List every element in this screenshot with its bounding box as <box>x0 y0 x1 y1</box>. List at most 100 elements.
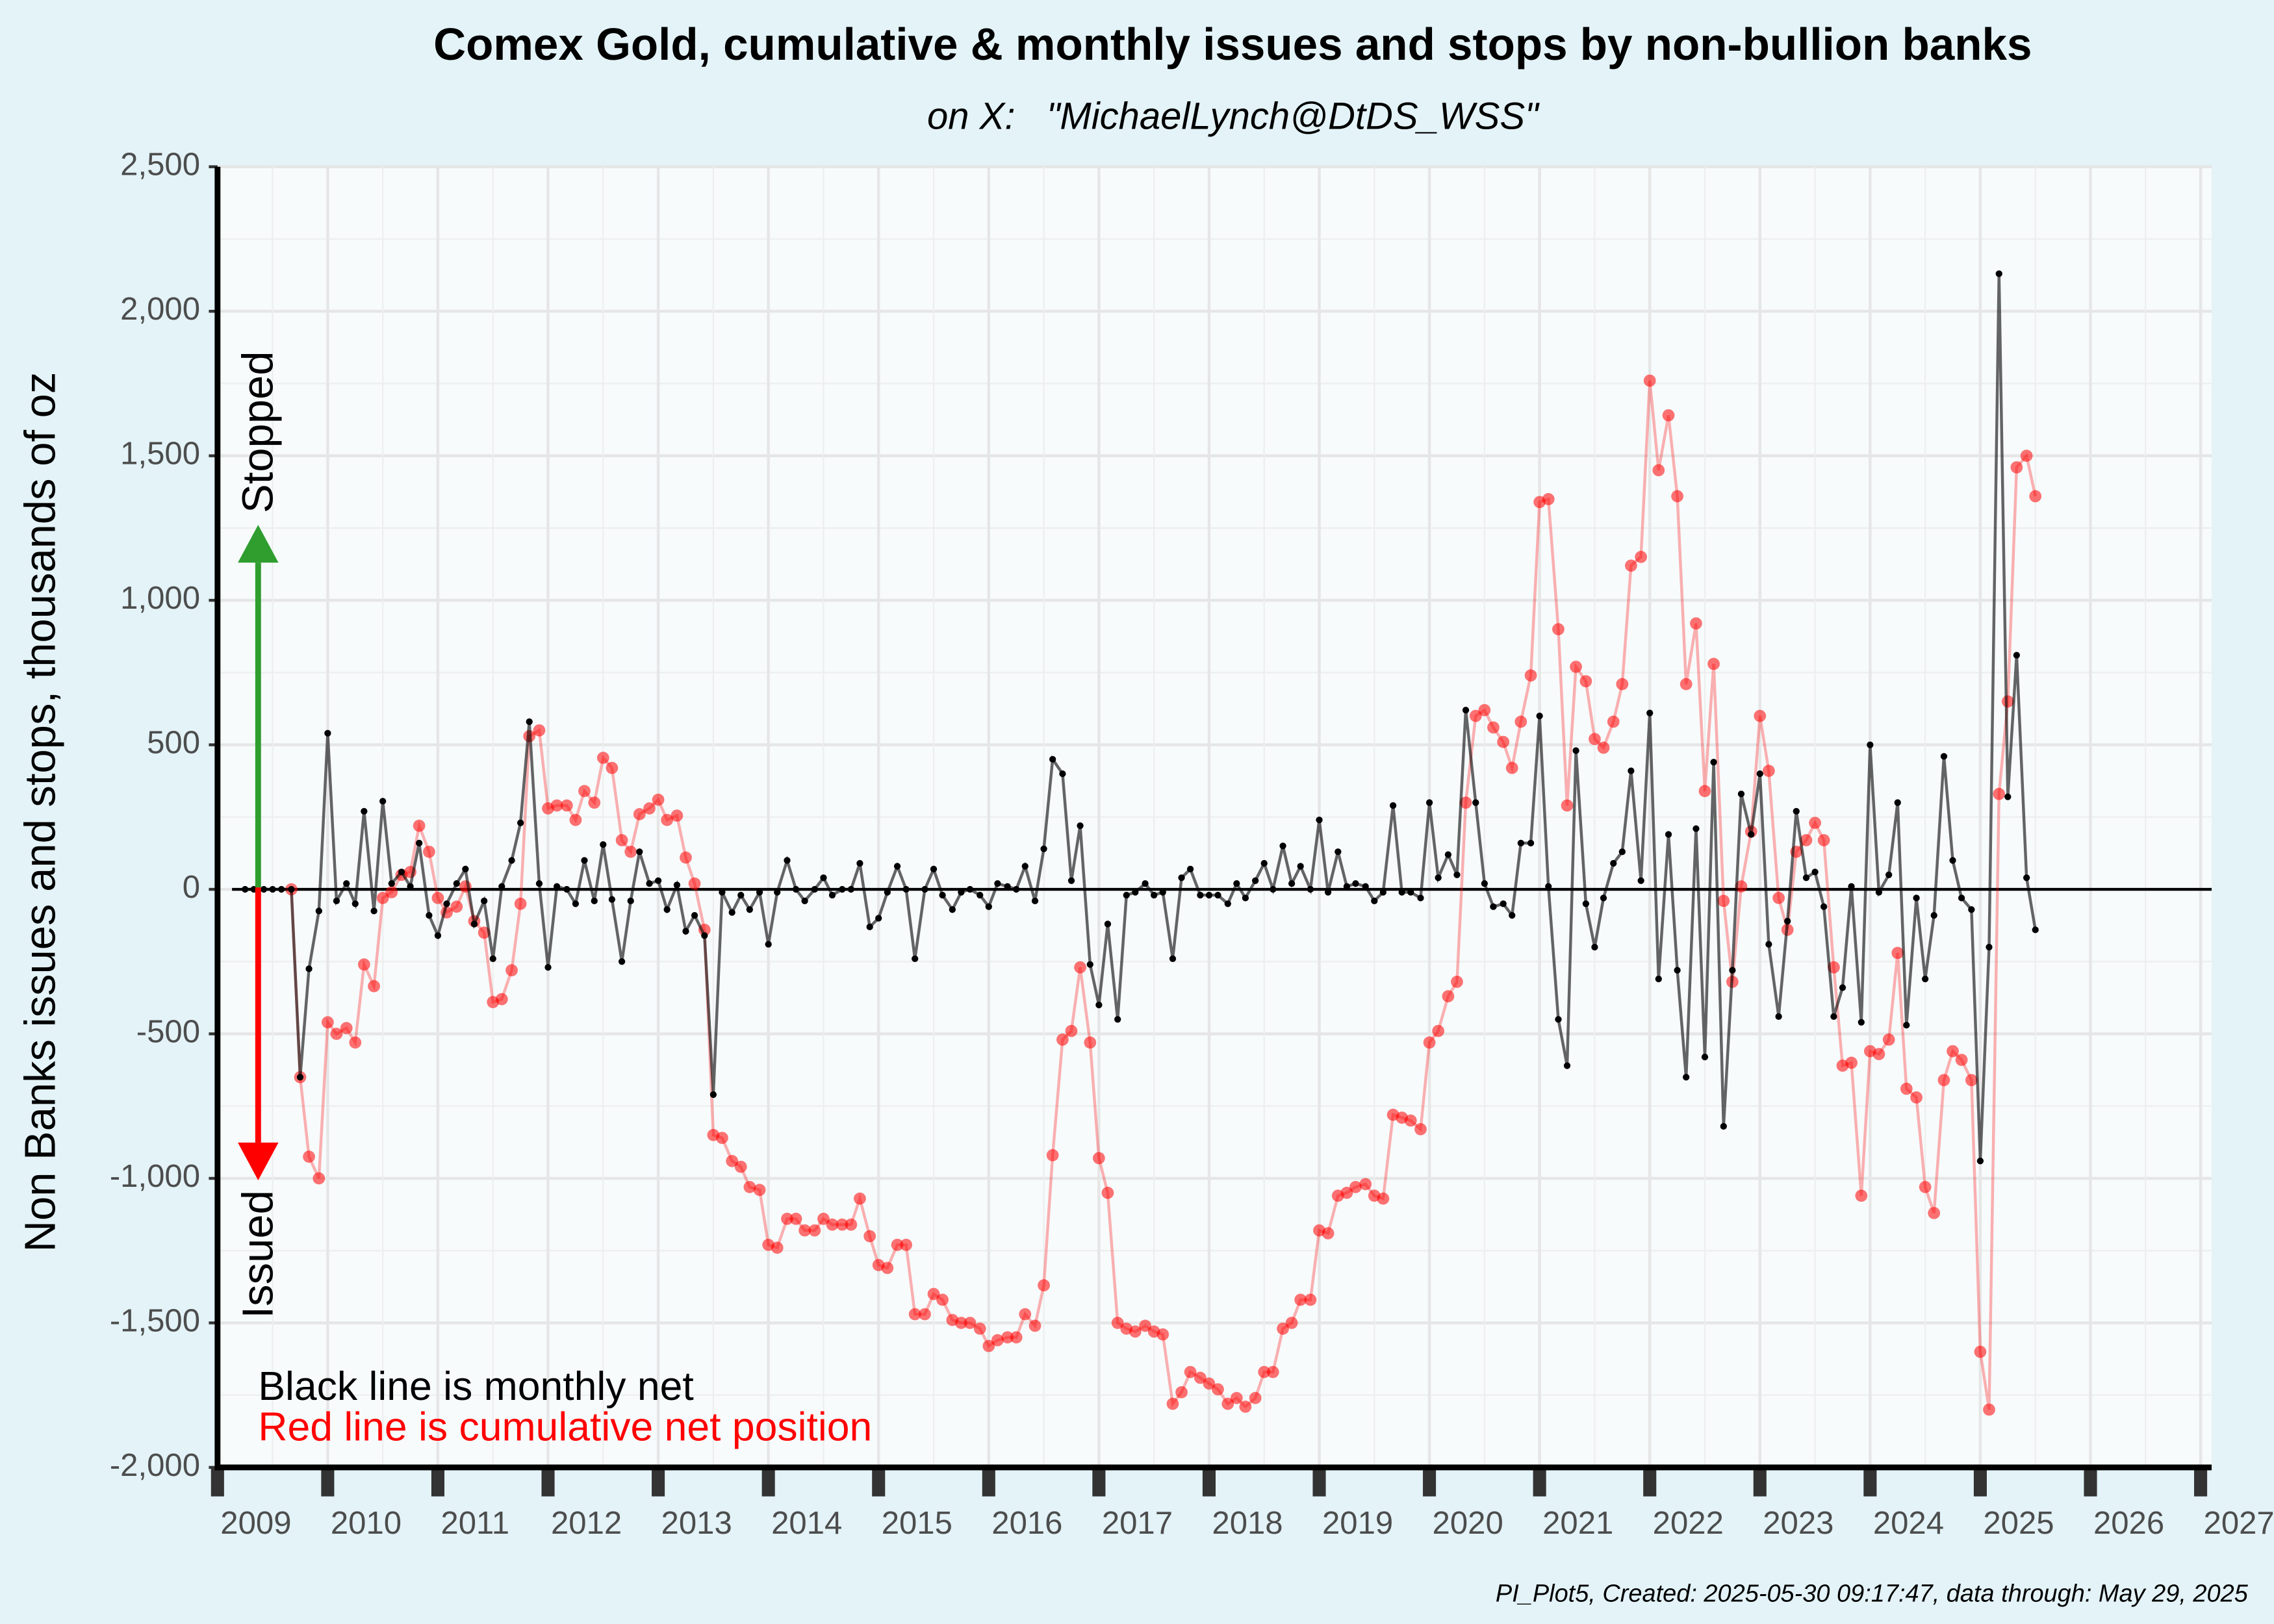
data-point <box>789 1212 802 1225</box>
data-point <box>1266 1365 1279 1378</box>
data-point <box>1074 961 1086 974</box>
y-tick-label: 1,000 <box>120 581 200 616</box>
chart-subtitle: on X: "MichaelLynch@DtDS_WSS" <box>927 95 1540 137</box>
data-point <box>991 1334 1004 1347</box>
x-tick <box>541 1467 555 1497</box>
data-point <box>1830 1013 1837 1020</box>
data-point <box>1212 1383 1224 1396</box>
data-point <box>756 889 763 896</box>
data-point <box>820 874 827 882</box>
data-point <box>615 834 628 846</box>
data-point <box>1444 851 1452 858</box>
data-point <box>1065 1024 1078 1037</box>
data-point <box>588 796 601 809</box>
data-point <box>453 880 460 887</box>
x-tick-label: 2026 <box>2093 1506 2164 1541</box>
data-point <box>495 993 508 1006</box>
data-point <box>1802 874 1810 882</box>
data-point <box>627 897 634 904</box>
data-point <box>1698 785 1711 798</box>
x-tick-label: 2014 <box>771 1506 842 1541</box>
data-point <box>1949 857 1956 864</box>
data-point <box>673 882 681 889</box>
data-point <box>1270 885 1277 893</box>
y-tick-label: -500 <box>136 1014 200 1049</box>
data-point <box>2010 461 2023 474</box>
data-point <box>792 885 800 893</box>
data-point <box>278 885 285 893</box>
caption: PI_Plot5, Created: 2025-05-30 09:17:47, … <box>1496 1580 2249 1607</box>
data-point <box>1765 941 1772 948</box>
data-point <box>854 1192 866 1205</box>
data-point <box>2004 793 2012 800</box>
data-point <box>407 883 414 890</box>
data-point <box>671 809 683 822</box>
data-point <box>1260 859 1268 867</box>
data-point <box>774 889 781 896</box>
data-point <box>900 1238 913 1251</box>
data-point <box>1214 891 1221 899</box>
data-point <box>1142 880 1149 887</box>
data-point <box>1940 753 1948 760</box>
data-point <box>1077 822 1084 830</box>
data-point <box>1481 880 1488 887</box>
data-point <box>1297 863 1304 870</box>
data-point <box>798 1224 811 1237</box>
data-point <box>2023 874 2030 882</box>
data-point <box>498 883 505 890</box>
data-point <box>985 903 992 910</box>
data-point <box>1340 1186 1353 1199</box>
data-point <box>1517 839 1524 846</box>
data-point <box>1324 889 1332 896</box>
data-point <box>1019 1308 1032 1321</box>
data-point <box>1101 1186 1114 1199</box>
data-point <box>1974 1345 1987 1358</box>
data-point <box>921 885 928 893</box>
data-point <box>1772 892 1785 904</box>
data-point <box>324 730 331 737</box>
data-point <box>333 897 340 904</box>
data-point <box>572 900 580 907</box>
data-point <box>1891 946 1904 959</box>
data-point <box>1756 770 1763 778</box>
data-point <box>1221 1397 1234 1410</box>
data-point <box>1754 709 1767 722</box>
data-point <box>343 880 350 887</box>
data-point <box>1618 848 1626 856</box>
data-point <box>691 911 698 919</box>
data-point <box>1230 1391 1243 1404</box>
data-point <box>1986 943 1993 951</box>
data-point <box>1527 839 1535 846</box>
data-point <box>1937 1074 1950 1087</box>
data-point <box>1793 807 1800 815</box>
data-point <box>1536 712 1543 720</box>
data-point <box>1031 897 1039 904</box>
data-point <box>1919 1180 1932 1193</box>
data-point <box>1616 678 1629 691</box>
data-point <box>709 1091 717 1098</box>
note: Black line is monthly net <box>258 1364 693 1409</box>
x-tick <box>431 1467 445 1497</box>
data-point <box>893 863 901 870</box>
data-point <box>633 807 646 820</box>
data-point <box>1693 825 1700 832</box>
data-point <box>357 958 370 971</box>
data-point <box>939 891 946 899</box>
data-point <box>535 880 543 887</box>
data-point <box>1628 767 1635 774</box>
data-point <box>1514 715 1527 728</box>
data-point <box>508 857 515 864</box>
x-tick-label: 2012 <box>551 1506 622 1541</box>
data-point <box>784 857 791 864</box>
x-tick <box>1973 1467 1987 1497</box>
data-point <box>305 965 313 972</box>
data-point <box>1294 1293 1307 1306</box>
x-tick <box>982 1467 995 1497</box>
data-point <box>1524 669 1537 682</box>
data-point <box>1867 741 1874 748</box>
data-point <box>808 1224 821 1237</box>
data-point <box>936 1293 949 1306</box>
data-point <box>1462 707 1470 714</box>
data-point <box>753 1184 766 1197</box>
data-point <box>927 1288 940 1300</box>
